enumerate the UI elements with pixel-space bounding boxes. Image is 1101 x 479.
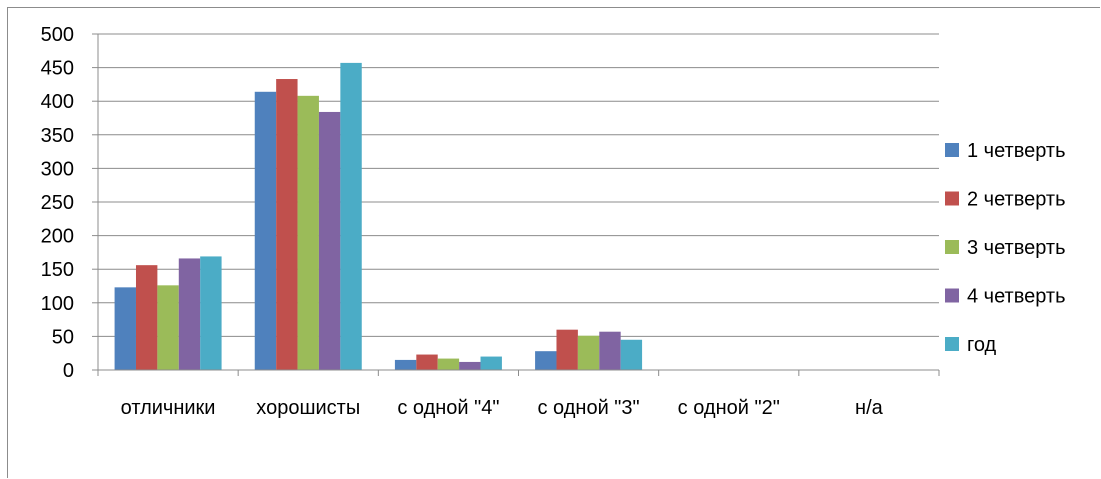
chart-frame (7, 7, 1100, 478)
bar (416, 354, 438, 370)
legend-swatch (945, 143, 959, 157)
y-tick-label: 100 (41, 293, 74, 315)
axes (92, 33, 940, 376)
y-tick-label: 250 (41, 192, 74, 214)
x-axis-category-labels: отличники хорошисты с одной "4" с одной "3"… (121, 397, 884, 419)
legend: 1 четверть 2 четверть 3 четверть 4 четверть… (945, 140, 1066, 356)
legend-swatch (945, 240, 959, 254)
y-axis-tick-labels: 0 50 100 150 200 250 300 350 400 450 500 (41, 24, 74, 382)
legend-label: 2 четверть (967, 189, 1066, 211)
bar (114, 287, 136, 370)
y-tick-label: 150 (41, 259, 74, 281)
bar (599, 331, 621, 370)
legend-swatch (945, 191, 959, 206)
y-tick-label: 200 (41, 226, 74, 248)
legend-swatch (945, 288, 959, 303)
bar (480, 356, 502, 370)
bar (157, 285, 179, 370)
x-category-label: хорошисты (256, 397, 360, 419)
bar (437, 358, 460, 370)
legend-label: 3 четверть (967, 237, 1066, 259)
bar (297, 95, 319, 370)
bar (254, 91, 277, 371)
bar (200, 256, 222, 370)
legend-label: 1 четверть (967, 140, 1066, 162)
bar (178, 258, 201, 370)
bar (577, 335, 600, 370)
legend-label: 4 четверть (967, 286, 1066, 308)
x-category-label: с одной "4" (397, 397, 499, 419)
bars (114, 62, 643, 371)
bar (459, 361, 481, 370)
legend-swatch (945, 337, 959, 351)
bar (276, 79, 298, 371)
x-category-label: отличники (121, 397, 216, 419)
gridlines (98, 33, 939, 337)
bar (340, 62, 362, 371)
bar (620, 339, 643, 370)
y-tick-label: 0 (63, 360, 74, 382)
y-tick-label: 450 (41, 58, 74, 80)
bar (318, 111, 341, 371)
y-tick-label: 300 (41, 158, 74, 180)
y-tick-label: 500 (41, 24, 74, 46)
bar (135, 265, 158, 370)
bar (556, 329, 578, 370)
bar (535, 351, 557, 370)
bar (394, 359, 417, 370)
y-tick-label: 350 (41, 125, 74, 147)
x-category-label: с одной "2" (678, 397, 780, 419)
x-category-label: с одной "3" (538, 397, 640, 419)
x-category-label: н/а (855, 397, 884, 419)
y-tick-label: 50 (52, 326, 74, 348)
y-tick-label: 400 (41, 91, 74, 113)
legend-label: год (967, 334, 997, 356)
